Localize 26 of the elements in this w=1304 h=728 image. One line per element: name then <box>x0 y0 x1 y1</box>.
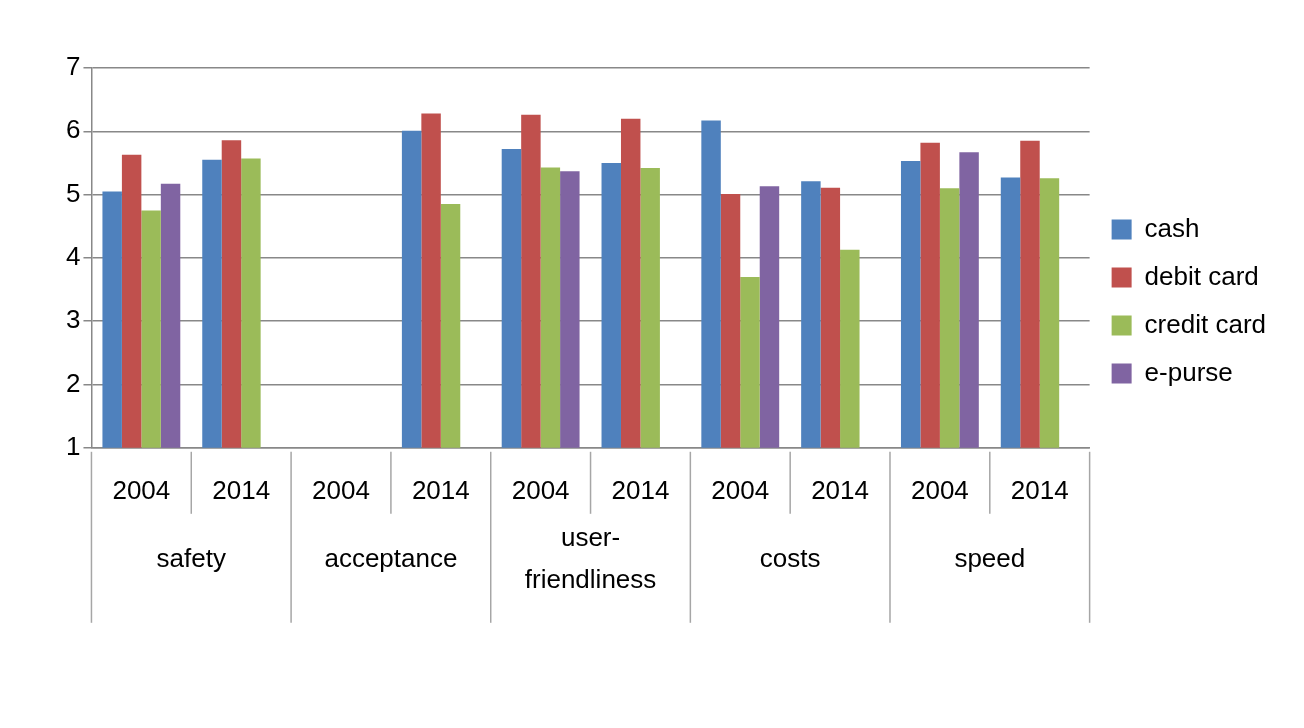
y-tick-label: 3 <box>65 304 81 335</box>
text: user-friendliness <box>524 521 657 594</box>
y-tick-label: 1 <box>65 430 81 461</box>
x-tick-label: 2014 <box>411 474 470 505</box>
x-tick-label: 2014 <box>1010 474 1069 505</box>
legend-label: e-purse <box>1144 356 1233 387</box>
y-tick-label: 7 <box>65 51 81 82</box>
y-tick-label: 6 <box>65 114 81 145</box>
x-tick-label: 2014 <box>611 474 670 505</box>
x-tick-label: 2004 <box>112 474 171 505</box>
legend-label: credit card <box>1144 308 1267 339</box>
text: costs <box>759 542 821 573</box>
x-tick-label: 2004 <box>910 474 969 505</box>
x-tick-label: 2014 <box>811 474 869 505</box>
y-tick-label: 2 <box>65 367 81 398</box>
x-tick-label: 2004 <box>711 474 770 505</box>
x-tick-label: 2004 <box>511 474 570 505</box>
text: acceptance <box>324 542 458 573</box>
text: speed <box>954 542 1026 573</box>
text: safety <box>156 542 226 573</box>
legend-label: cash <box>1144 212 1200 243</box>
x-tick-label: 2004 <box>312 474 370 505</box>
y-tick-label: 5 <box>65 177 81 208</box>
x-tick-label: 2014 <box>212 474 271 505</box>
legend-label: debit card <box>1144 260 1259 291</box>
y-tick-label: 4 <box>65 241 81 272</box>
